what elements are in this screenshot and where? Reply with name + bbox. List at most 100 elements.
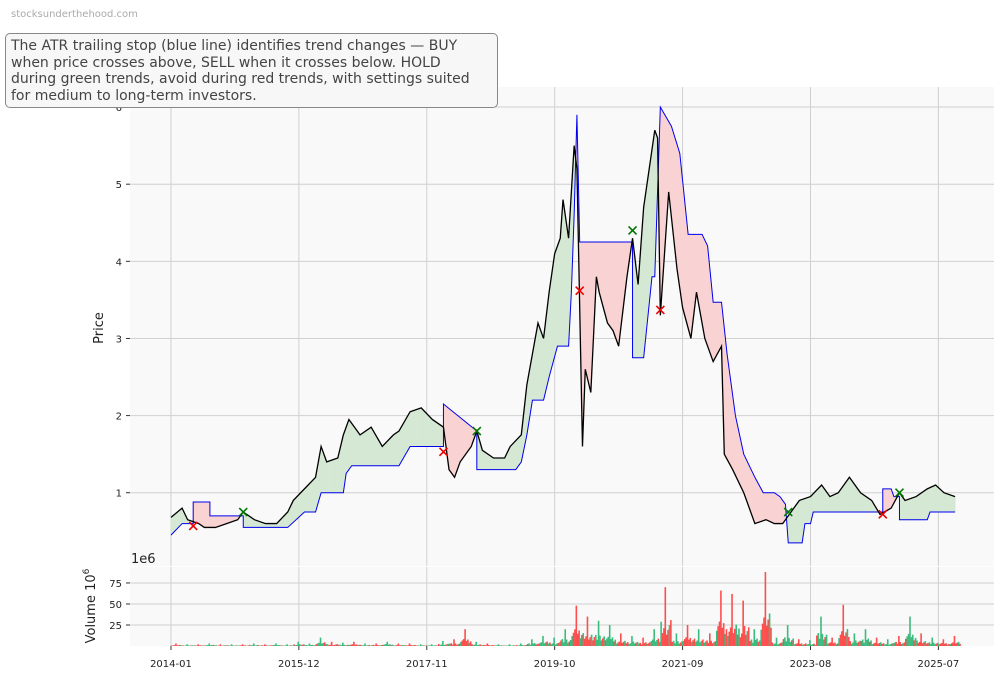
volume-bar bbox=[537, 643, 540, 646]
volume-bar bbox=[533, 643, 536, 646]
volume-bar bbox=[581, 634, 583, 646]
volume-bar bbox=[700, 640, 703, 646]
volume-bar bbox=[172, 645, 174, 646]
volume-bar bbox=[859, 640, 861, 646]
volume-bar bbox=[303, 644, 305, 646]
volume-bar bbox=[740, 633, 743, 646]
volume-bar bbox=[512, 645, 515, 646]
volume-bar bbox=[774, 643, 776, 646]
volume-bar bbox=[703, 642, 706, 646]
volume-bar bbox=[884, 644, 886, 646]
volume-bar bbox=[868, 641, 871, 646]
volume-bar bbox=[316, 643, 319, 646]
volume-bar bbox=[404, 645, 407, 646]
volume-bar bbox=[661, 633, 664, 646]
volume-bar bbox=[646, 643, 649, 646]
volume-bar bbox=[383, 644, 386, 646]
volume-bar bbox=[592, 640, 594, 646]
volume-bar bbox=[230, 644, 233, 646]
volume-bar bbox=[443, 645, 446, 646]
volume-bar bbox=[328, 645, 330, 646]
volume-bar bbox=[615, 643, 618, 646]
sell-signal-marker-stroke bbox=[438, 447, 449, 457]
volume-bar bbox=[394, 645, 397, 646]
volume-bar bbox=[672, 640, 675, 646]
volume-bar bbox=[330, 641, 333, 646]
volume-bar bbox=[943, 643, 946, 646]
volume-bar bbox=[686, 624, 689, 646]
volume-bar bbox=[486, 643, 489, 646]
volume-bar bbox=[957, 641, 960, 646]
volume-bar bbox=[376, 644, 379, 646]
volume-bar bbox=[575, 605, 578, 646]
volume-bar bbox=[721, 627, 724, 646]
volume-bar bbox=[811, 644, 814, 646]
volume-bar bbox=[489, 645, 491, 646]
volume-bar bbox=[469, 641, 472, 646]
volume-bar bbox=[777, 644, 779, 646]
volume-bar bbox=[820, 616, 822, 646]
volume-bar bbox=[554, 644, 557, 646]
volume-bar bbox=[457, 644, 459, 646]
volume-bar bbox=[298, 644, 301, 646]
volume-bar bbox=[942, 639, 945, 646]
volume-bar bbox=[642, 637, 644, 646]
volume-bar bbox=[398, 645, 401, 646]
volume-bar bbox=[264, 644, 266, 646]
volume-bar bbox=[599, 635, 601, 646]
volume-bar bbox=[232, 645, 234, 646]
volume-bar bbox=[752, 642, 754, 646]
volume-bar bbox=[539, 642, 541, 646]
volume-bar bbox=[214, 645, 216, 646]
volume-bar bbox=[597, 620, 600, 646]
volume-bar bbox=[353, 641, 355, 646]
volume-bar bbox=[561, 639, 564, 646]
volume-bar bbox=[601, 638, 604, 646]
volume-bar bbox=[294, 645, 297, 646]
volume-bar bbox=[635, 642, 637, 646]
volume-bar bbox=[479, 644, 482, 646]
volume-bar bbox=[296, 644, 298, 646]
volume-bar bbox=[549, 642, 551, 646]
volume-bar bbox=[275, 643, 277, 646]
volume-bar bbox=[885, 643, 888, 646]
volume-bar bbox=[610, 639, 612, 646]
volume-bar bbox=[841, 631, 843, 646]
volume-bar bbox=[955, 643, 957, 646]
sell-signal-marker-stroke bbox=[188, 521, 198, 531]
sell-signal-marker bbox=[438, 447, 449, 457]
volume-bar bbox=[175, 643, 177, 646]
volume-bar bbox=[365, 645, 368, 646]
volume-bar bbox=[518, 645, 521, 646]
volume-bar bbox=[767, 619, 769, 646]
volume-bar bbox=[728, 631, 731, 646]
volume-bar bbox=[946, 644, 949, 646]
volume-bar bbox=[810, 644, 813, 646]
volume-bar bbox=[878, 642, 881, 646]
volume-bar bbox=[626, 642, 629, 646]
sell-signal-marker bbox=[575, 286, 585, 296]
volume-bar bbox=[850, 643, 853, 646]
volume-bar bbox=[522, 645, 525, 646]
volume-bar bbox=[455, 644, 458, 646]
volume-bar bbox=[724, 633, 726, 646]
volume-bar bbox=[931, 637, 934, 646]
volume-bar bbox=[784, 637, 786, 646]
volume-bar bbox=[560, 640, 562, 646]
volume-bar bbox=[236, 645, 238, 646]
volume-bar bbox=[323, 642, 326, 646]
volume-bar bbox=[745, 634, 747, 646]
volume-bar bbox=[468, 642, 471, 646]
volume-bar bbox=[874, 642, 877, 646]
volume-bar bbox=[817, 633, 820, 646]
volume-bar bbox=[215, 645, 218, 646]
x-tick-label: 2019-10 bbox=[534, 659, 576, 670]
volume-bar bbox=[738, 628, 740, 646]
volume-bar bbox=[763, 617, 765, 646]
volume-bar bbox=[795, 643, 797, 646]
volume-bar bbox=[807, 644, 810, 646]
y-tick-label: 2 bbox=[116, 412, 122, 423]
volume-bar bbox=[471, 644, 473, 646]
volume-bar bbox=[892, 643, 895, 646]
